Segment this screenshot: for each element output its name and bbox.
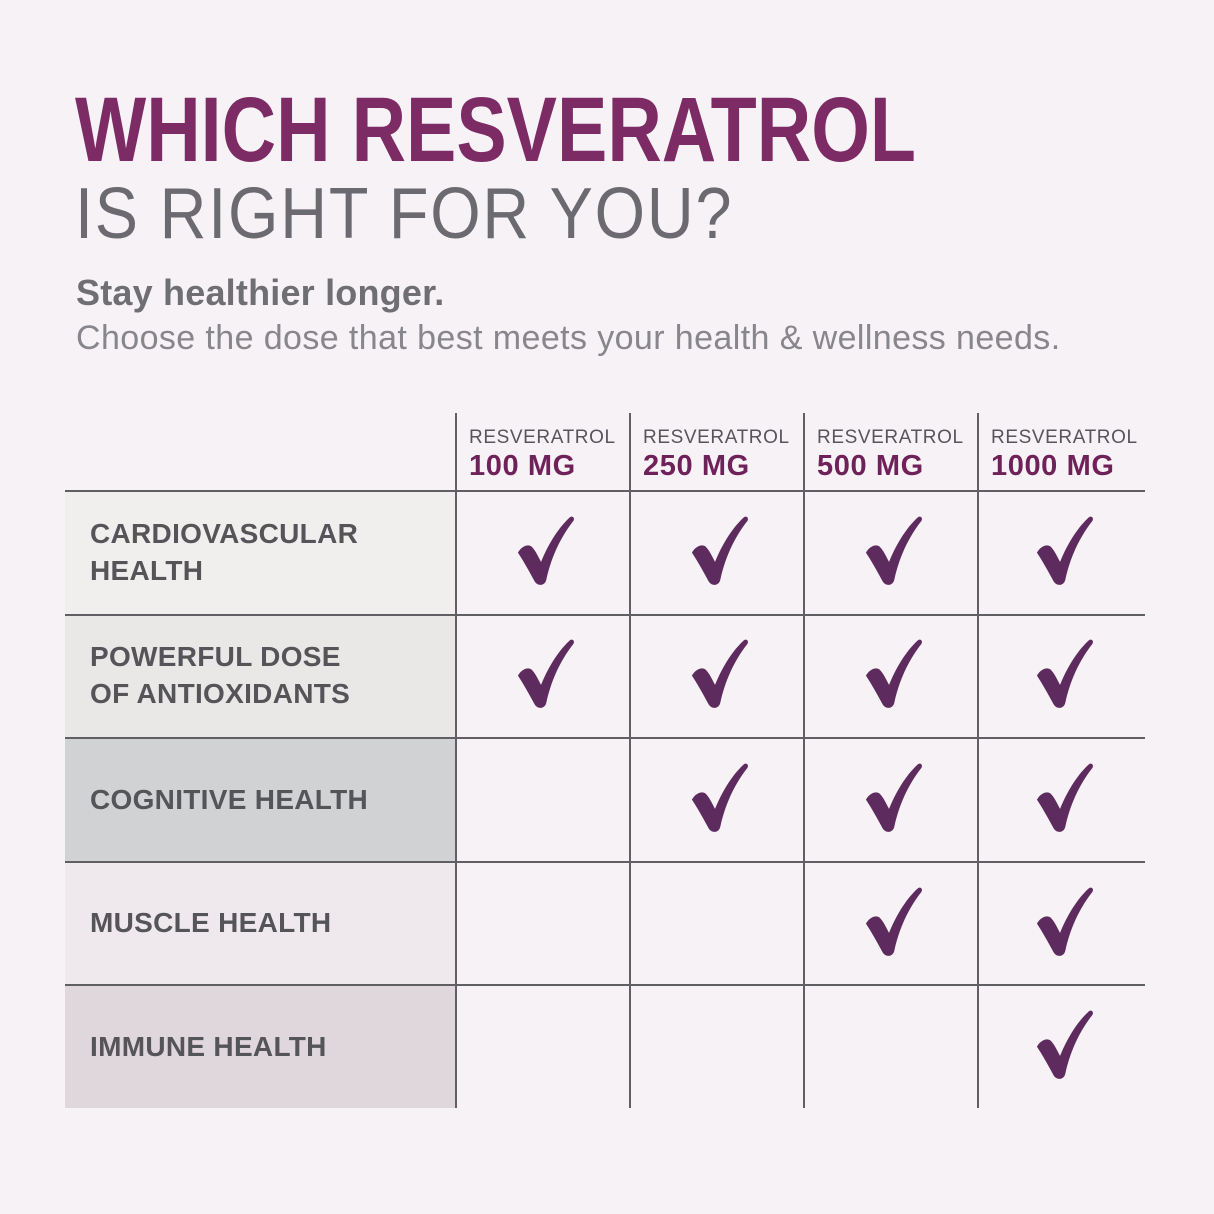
cell-cardiovascular-500mg [803, 490, 977, 614]
cell-immune-1000mg [977, 984, 1145, 1108]
cell-antioxidants-1000mg [977, 613, 1145, 738]
checkmark-icon [865, 640, 922, 709]
cell-antioxidants-250mg [629, 613, 803, 738]
cell-cognitive-250mg [629, 737, 803, 861]
brand-label: RESVERATROL [643, 427, 790, 448]
checkmark-icon [865, 516, 922, 585]
column-header-500mg: RESVERATROL 500 MG [803, 413, 977, 490]
cell-cardiovascular-100mg [455, 490, 629, 614]
checkmark-icon [517, 516, 574, 585]
checkmark-icon [1036, 640, 1093, 709]
column-header-1000mg: RESVERATROL 1000 MG [977, 413, 1145, 490]
cell-cognitive-100mg [455, 737, 629, 861]
checkmark-icon [1036, 763, 1093, 832]
cell-antioxidants-500mg [803, 613, 977, 738]
checkmark-icon [691, 516, 748, 585]
cell-immune-100mg [455, 984, 629, 1108]
row-label-cardiovascular-health: CARDIOVASCULAR HEALTH [65, 490, 455, 614]
row-label-muscle-health: MUSCLE HEALTH [65, 860, 455, 985]
cell-immune-500mg [803, 984, 977, 1108]
cell-muscle-500mg [803, 860, 977, 985]
page-title-line1: WHICH RESVERATROL [75, 79, 917, 181]
checkmark-icon [1036, 516, 1093, 585]
cell-cognitive-1000mg [977, 737, 1145, 861]
brand-label: RESVERATROL [469, 427, 616, 448]
row-label-antioxidants: POWERFUL DOSE OF ANTIOXIDANTS [65, 613, 455, 738]
checkmark-icon [517, 640, 574, 709]
dose-label: 1000 MG [991, 449, 1115, 482]
dose-label: 100 MG [469, 449, 576, 482]
dose-label: 250 MG [643, 449, 750, 482]
table-header-blank [65, 413, 455, 490]
checkmark-icon [691, 763, 748, 832]
cell-cognitive-500mg [803, 737, 977, 861]
row-label-cognitive-health: COGNITIVE HEALTH [65, 737, 455, 861]
cell-muscle-100mg [455, 860, 629, 985]
subtitle: Choose the dose that best meets your hea… [76, 319, 1061, 357]
dose-label: 500 MG [817, 449, 924, 482]
column-header-250mg: RESVERATROL 250 MG [629, 413, 803, 490]
checkmark-icon [1036, 887, 1093, 956]
cell-immune-250mg [629, 984, 803, 1108]
row-label-immune-health: IMMUNE HEALTH [65, 984, 455, 1108]
checkmark-icon [865, 763, 922, 832]
checkmark-icon [1036, 1010, 1093, 1080]
subtitle-bold: Stay healthier longer. [76, 272, 445, 313]
page-title-line2: IS RIGHT FOR YOU? [75, 174, 734, 254]
cell-antioxidants-100mg [455, 613, 629, 738]
column-header-100mg: RESVERATROL 100 MG [455, 413, 629, 490]
checkmark-icon [691, 640, 748, 709]
brand-label: RESVERATROL [991, 427, 1138, 448]
cell-muscle-250mg [629, 860, 803, 985]
cell-cardiovascular-250mg [629, 490, 803, 614]
cell-muscle-1000mg [977, 860, 1145, 985]
checkmark-icon [865, 887, 922, 956]
brand-label: RESVERATROL [817, 427, 964, 448]
cell-cardiovascular-1000mg [977, 490, 1145, 614]
comparison-table: RESVERATROL 100 MG RESVERATROL 250 MG RE… [65, 413, 1145, 1108]
